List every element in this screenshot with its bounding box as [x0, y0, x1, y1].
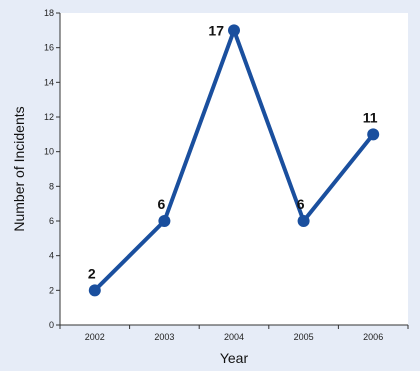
data-label: 6 [297, 196, 305, 212]
y-tick-label: 0 [49, 320, 54, 330]
data-label: 2 [88, 265, 96, 281]
data-label: 11 [363, 109, 378, 125]
data-point [228, 24, 240, 37]
plot-area [60, 13, 408, 325]
y-tick-label: 10 [44, 147, 54, 157]
data-point [88, 284, 101, 297]
y-tick-label: 12 [44, 112, 54, 122]
data-labels-group: 2 6 17 6 11 [88, 22, 378, 281]
axes [59, 13, 408, 326]
data-point [367, 128, 380, 141]
y-tick-label: 6 [49, 216, 54, 226]
x-ticks: 2002 2003 2004 2005 2006 [59, 325, 409, 342]
y-tick-label: 4 [49, 251, 54, 261]
data-point [297, 215, 310, 227]
x-tick-label: 2006 [363, 332, 383, 342]
y-axis-title: Number of Incidents [11, 106, 27, 231]
x-axis-title: Year [220, 350, 249, 366]
x-tick-label: 2003 [154, 332, 174, 342]
markers-group [88, 24, 380, 297]
x-tick-label: 2005 [294, 332, 314, 342]
data-point [158, 215, 171, 227]
y-ticks: 0 2 4 6 8 10 12 14 16 18 [44, 8, 60, 330]
data-label: 17 [208, 22, 224, 38]
y-tick-label: 18 [44, 8, 54, 18]
data-label: 6 [158, 196, 166, 212]
y-tick-label: 8 [49, 181, 54, 191]
y-tick-label: 2 [49, 285, 54, 295]
x-tick-label: 2002 [85, 332, 105, 342]
y-tick-label: 16 [44, 43, 54, 53]
x-tick-label: 2004 [224, 332, 244, 342]
y-tick-label: 14 [44, 77, 54, 87]
